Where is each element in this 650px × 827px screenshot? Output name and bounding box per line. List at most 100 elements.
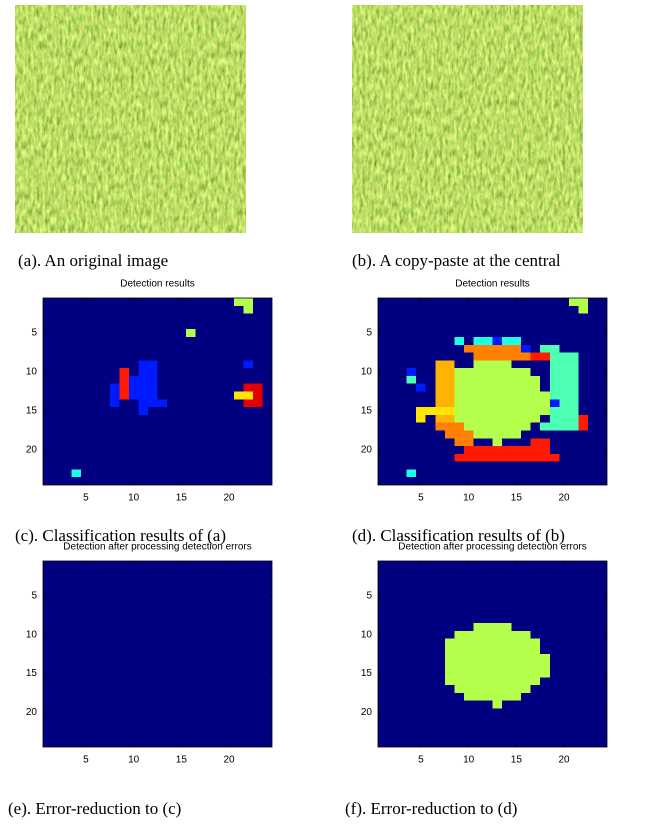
x-tick-label: 20 [224,755,236,766]
panel-caption: (e). Error-reduction to (c) [8,799,181,818]
heatmap-cell [454,415,540,423]
heatmap-cell [473,623,511,631]
heatmap-cell [550,360,579,368]
y-tick-label: 20 [361,707,373,718]
heatmap-cell [119,384,129,392]
heatmap-cell [435,392,454,400]
heatmap-cell [578,306,588,314]
heatmap-cell [72,469,82,477]
x-tick-label: 10 [463,755,475,766]
heatmap-cell [253,392,263,400]
heatmap-cell [416,407,454,415]
heatmap-cell [550,376,579,384]
heatmap-cell [454,407,549,415]
heatmap-cell [416,415,426,423]
heatmap-cell [129,384,158,392]
heatmap-cell [454,384,540,392]
heatmap-cell [445,670,550,678]
heatmap-cell [540,345,559,353]
y-tick-label: 10 [361,629,373,640]
heatmap-cell [550,368,579,376]
heatmap-cell [464,345,521,353]
y-tick-label: 10 [26,367,38,378]
heatmap-cell [493,337,503,345]
x-tick-label: 20 [224,493,236,504]
heatmap-cell [454,368,530,376]
heatmap-cell [435,368,454,376]
heatmap-cell [243,384,262,392]
y-tick-label: 10 [26,629,38,640]
heatmap-cell [186,329,196,337]
heatmap-cell [569,298,588,306]
chart-title: Detection after processing detection err… [63,542,251,553]
x-tick-label: 5 [83,755,89,766]
heatmap-cell [138,360,157,368]
heatmap-cell [435,423,464,431]
heatmap-cell [454,685,530,693]
heatmap-cell [234,392,253,400]
x-tick-label: 15 [176,493,188,504]
heatmap-cell [473,353,530,361]
heatmap-cell [473,430,521,438]
heatmap-cell [454,438,473,446]
heatmap-cell [243,360,253,368]
y-tick-label: 15 [26,406,38,417]
heatmap-cell [464,693,521,701]
heatmap-cell [473,337,492,345]
y-tick-label: 20 [361,445,373,456]
heatmap-cell [234,298,253,306]
original-image [15,5,246,233]
y-tick-label: 20 [26,445,38,456]
heatmap-background [43,561,272,747]
heatmap-cell [445,677,540,685]
chart-title: Detection results [120,279,194,290]
image-caption: (a). An original image [18,251,168,270]
heatmap-cell [550,415,579,423]
x-tick-label: 10 [128,493,140,504]
copy-paste-image [352,5,583,233]
heatmap-cell [119,368,129,376]
heatmap-cell [435,415,454,423]
chart-title: Detection after processing detection err… [398,542,586,553]
heatmap-cell [416,384,426,392]
x-tick-label: 15 [511,493,523,504]
x-tick-label: 5 [418,755,424,766]
heatmap-cell [407,368,417,376]
heatmap-cell [454,399,549,407]
heatmap-cell [550,392,579,400]
heatmap-cell [445,430,474,438]
heatmap-cell [138,407,148,415]
heatmap-cell [531,438,550,446]
y-tick-label: 15 [361,668,373,679]
heatmap-cell [435,384,454,392]
y-tick-label: 5 [366,591,372,602]
heatmap-cell [473,360,511,368]
heatmap-cell [110,392,120,400]
heatmap-cell [531,353,550,361]
heatmap-cell [138,368,157,376]
heatmap-cell [578,415,588,423]
heatmap-cell [445,646,540,654]
heatmap-cell [454,376,540,384]
x-tick-label: 20 [559,755,571,766]
y-tick-label: 5 [31,328,37,339]
x-tick-label: 15 [511,755,523,766]
y-tick-label: 15 [361,406,373,417]
heatmap-cell [119,392,129,400]
heatmap-cell [129,392,158,400]
heatmap-cell [138,399,167,407]
heatmap-cell [550,399,560,407]
heatmap-cell [407,376,417,384]
figure: (a). An original image (b). A copy-paste… [0,0,650,827]
x-tick-label: 5 [418,493,424,504]
heatmap-cell [493,438,503,446]
x-tick-label: 10 [463,493,475,504]
heatmap-cell [110,384,120,392]
heatmap-cell [445,662,550,670]
heatmap-cell [502,337,521,345]
heatmap-cell [454,454,559,462]
x-tick-label: 15 [176,755,188,766]
heatmap-cell [540,423,578,431]
heatmap-cell [454,631,530,639]
heatmap-cell [521,345,531,353]
